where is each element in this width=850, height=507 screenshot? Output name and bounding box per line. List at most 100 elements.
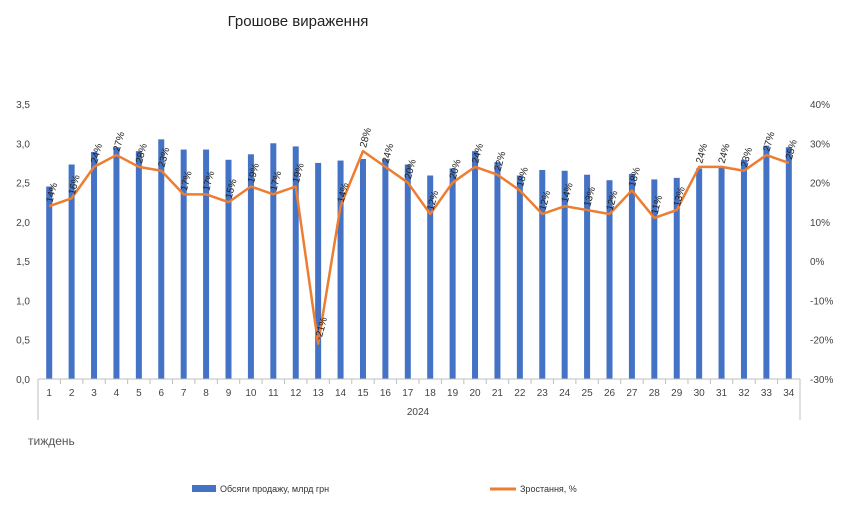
data-label: 15% [224, 178, 240, 200]
bar [113, 147, 120, 379]
x-tick-label: 26 [604, 388, 616, 399]
bar [292, 146, 299, 379]
left-tick-label: 3,5 [16, 100, 30, 111]
x-tick-label: 20 [469, 388, 481, 399]
x-tick-label: 29 [671, 388, 683, 399]
data-label: 13% [582, 186, 598, 208]
right-tick-label: -20% [810, 336, 833, 347]
data-label: 28% [358, 127, 374, 149]
x-tick-label: 8 [203, 388, 209, 399]
data-label: 12% [538, 189, 554, 211]
data-label: 17% [269, 170, 285, 192]
bar [315, 162, 322, 379]
data-label: 19% [291, 162, 307, 184]
data-label: 22% [493, 150, 509, 172]
chart-title: Грошове вираження [228, 13, 369, 30]
bar [270, 143, 277, 379]
data-label: 20% [403, 158, 419, 180]
data-label: 12% [425, 189, 441, 211]
left-tick-label: 1,5 [16, 257, 30, 268]
bar [225, 159, 232, 379]
bar-series [46, 139, 792, 379]
x-tick-label: 22 [514, 388, 526, 399]
x-tick-label: 13 [313, 388, 325, 399]
bar [673, 177, 680, 379]
x-tick-label: 19 [447, 388, 459, 399]
data-label: 24% [381, 142, 397, 164]
data-label: 18% [515, 166, 531, 188]
x-tick-label: 6 [158, 388, 164, 399]
data-label: 24% [694, 142, 710, 164]
x-tick-label: 28 [649, 388, 661, 399]
data-label: 27% [112, 131, 128, 153]
bar [740, 159, 747, 379]
bar [203, 149, 210, 379]
bar [135, 151, 142, 379]
right-tick-label: 0% [810, 257, 825, 268]
data-label: 14% [560, 182, 576, 204]
x-tick-label: 32 [738, 388, 750, 399]
bar [539, 170, 546, 379]
left-tick-label: 2,0 [16, 218, 30, 229]
bar [382, 159, 389, 379]
data-label: 16% [67, 174, 83, 196]
data-label: 11% [650, 194, 666, 216]
right-tick-label: 40% [810, 100, 830, 111]
data-label: 12% [605, 189, 621, 211]
x-tick-label: 25 [582, 388, 594, 399]
data-label: 27% [762, 131, 778, 153]
right-axis-ticks: -30% -20% -10% 0% 10% 20% 30% 40% [810, 100, 833, 386]
bar [763, 145, 770, 379]
left-tick-label: 1,0 [16, 296, 30, 307]
data-label: 18% [627, 166, 643, 188]
bar [427, 175, 434, 379]
x-tick-label: 24 [559, 388, 571, 399]
bar [606, 180, 613, 379]
bar [561, 170, 568, 379]
legend-line-label: Зростання, % [520, 484, 577, 494]
x-tick-label: 14 [335, 388, 347, 399]
x-tick-label: 10 [245, 388, 257, 399]
x-tick-label: 15 [357, 388, 369, 399]
data-label: 23% [157, 146, 173, 168]
legend-bar-swatch [192, 485, 216, 492]
bar [247, 154, 254, 379]
right-tick-label: -10% [810, 296, 833, 307]
bar [494, 162, 501, 379]
left-tick-label: 0,5 [16, 336, 30, 347]
data-label: 25% [784, 138, 800, 160]
x-tick-label: 23 [537, 388, 549, 399]
x-axis-label: тиждень [28, 434, 75, 448]
right-tick-label: 20% [810, 179, 830, 190]
x-tick-label: 33 [761, 388, 773, 399]
left-axis-ticks: 0,0 0,5 1,0 1,5 2,0 2,5 3,0 3,5 [16, 100, 30, 386]
bar [718, 166, 725, 379]
data-label: 14% [44, 182, 60, 204]
growth-line [48, 149, 790, 345]
right-tick-label: -30% [810, 375, 833, 386]
x-tick-label: 9 [226, 388, 232, 399]
legend-bar-label: Обсяги продажу, млрд грн [220, 484, 329, 494]
data-label: 14% [336, 182, 352, 204]
x-tick-label: 12 [290, 388, 302, 399]
right-tick-label: 10% [810, 218, 830, 229]
data-label: 19% [246, 162, 262, 184]
data-labels: 14% 16%24%27%28% 23%17% 17% 15%19% 17% 19%-21%… [44, 127, 799, 342]
bar [584, 174, 591, 379]
x-tick-label: 16 [380, 388, 392, 399]
bar [449, 168, 456, 379]
line-series [48, 149, 790, 345]
left-tick-label: 3,0 [16, 139, 30, 150]
x-tick-label: 17 [402, 388, 414, 399]
right-tick-label: 30% [810, 139, 830, 150]
bar [46, 186, 53, 379]
x-tick-label: 31 [716, 388, 728, 399]
data-label: 23% [739, 146, 755, 168]
data-label: 24% [89, 142, 105, 164]
bar [696, 168, 703, 379]
bar [651, 179, 658, 379]
data-label: 17% [179, 170, 195, 192]
x-tick-label: 11 [268, 388, 279, 399]
data-label: 24% [717, 142, 733, 164]
x-tick-label: 1 [46, 388, 52, 399]
